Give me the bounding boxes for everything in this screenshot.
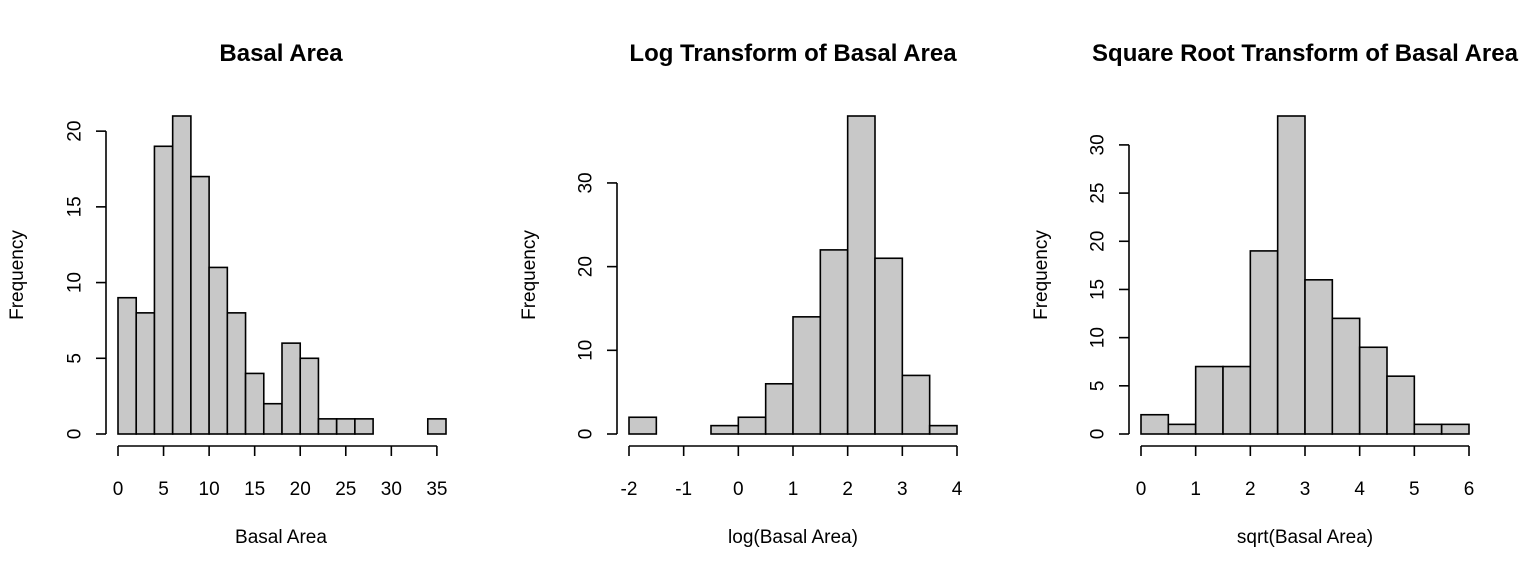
bars-group — [628, 115, 958, 435]
x-axis-label: sqrt(Basal Area) — [1237, 527, 1373, 548]
histogram-bar — [281, 342, 302, 435]
histogram-bar — [764, 382, 794, 435]
panel-log-basal-area: Log Transform of Basal Area Frequency lo… — [519, 40, 963, 548]
x-tick-label: 0 — [113, 479, 124, 500]
histogram-bar — [792, 316, 822, 435]
x-tick-label: 30 — [381, 479, 402, 500]
y-tick-label: 15 — [65, 196, 86, 217]
x-tick-label: 25 — [335, 479, 356, 500]
y-tick-label: 0 — [576, 429, 597, 440]
x-tick-label: 0 — [1136, 479, 1147, 500]
x-tick-label: -2 — [621, 479, 638, 500]
x-axis: 0 5 10 15 20 25 30 35 — [113, 445, 447, 500]
x-axis: 0 1 2 3 4 5 6 — [1136, 445, 1475, 500]
y-tick-label: 20 — [1088, 231, 1109, 252]
x-tick-label: 35 — [426, 479, 447, 500]
x-tick-label: 4 — [1354, 479, 1365, 500]
x-tick-label: 2 — [1245, 479, 1256, 500]
y-tick-label: 30 — [576, 172, 597, 193]
histogram-bar — [1386, 375, 1416, 435]
x-tick-label: 3 — [1300, 479, 1311, 500]
bars-group — [1140, 115, 1470, 435]
histogram-bar — [1222, 365, 1252, 435]
y-axis: 0 5 10 15 20 — [65, 121, 107, 440]
histogram-bar — [928, 424, 958, 435]
x-tick-label: 1 — [788, 479, 799, 500]
y-axis-label: Frequency — [519, 230, 540, 320]
y-axis: 0 10 20 30 — [576, 172, 618, 439]
x-tick-label: 6 — [1464, 479, 1475, 500]
y-tick-label: 10 — [65, 272, 86, 293]
histogram-bar — [171, 115, 192, 435]
histogram-bar — [317, 418, 338, 435]
histogram-bar — [299, 357, 320, 435]
x-axis-label: Basal Area — [235, 527, 327, 548]
y-tick-label: 5 — [1088, 381, 1109, 392]
histogram-bar — [1440, 423, 1470, 435]
y-tick-label: 20 — [65, 121, 86, 142]
histogram-bar — [628, 416, 658, 435]
y-axis-label: Frequency — [7, 230, 28, 320]
x-tick-label: 15 — [244, 479, 265, 500]
histogram-bar — [737, 416, 767, 435]
histogram-bar — [1167, 423, 1197, 435]
histogram-bar — [354, 418, 374, 435]
y-tick-label: 20 — [576, 256, 597, 277]
histogram-bar — [1276, 115, 1306, 435]
chart-title: Square Root Transform of Basal Area — [1092, 40, 1519, 67]
x-tick-label: 0 — [733, 479, 744, 500]
y-tick-label: 0 — [65, 429, 86, 440]
histogram-bar — [874, 257, 904, 435]
histogram-bar — [846, 115, 876, 435]
x-axis-label: log(Basal Area) — [728, 527, 858, 548]
y-tick-label: 0 — [1088, 429, 1109, 440]
histogram-bar — [1249, 250, 1279, 435]
x-tick-label: -1 — [675, 479, 692, 500]
histogram-bar — [244, 372, 265, 435]
x-tick-label: 5 — [158, 479, 169, 500]
histogram-bar — [226, 312, 247, 435]
y-axis: 0 5 10 15 20 25 30 — [1088, 134, 1130, 439]
chart-title: Basal Area — [219, 40, 343, 67]
y-tick-label: 10 — [1088, 327, 1109, 348]
histogram-bar — [1358, 346, 1388, 435]
histogram-bar — [262, 402, 283, 435]
histogram-bar — [335, 418, 356, 435]
histogram-bar — [1413, 423, 1443, 435]
x-tick-label: 3 — [897, 479, 908, 500]
histogram-bar — [117, 296, 138, 435]
histogram-bar — [1194, 365, 1224, 435]
histogram-bar — [426, 418, 447, 435]
histogram-bar — [819, 249, 849, 435]
histogram-bar — [1331, 317, 1361, 435]
x-tick-label: 2 — [842, 479, 853, 500]
histogram-bar — [135, 312, 156, 435]
x-tick-label: 5 — [1409, 479, 1420, 500]
x-tick-label: 4 — [952, 479, 963, 500]
chart-title: Log Transform of Basal Area — [629, 40, 957, 67]
histogram-bar — [190, 175, 210, 435]
x-tick-label: 20 — [290, 479, 311, 500]
x-axis: -2 -1 0 1 2 3 4 — [621, 445, 963, 500]
y-tick-label: 15 — [1088, 279, 1109, 300]
histogram-bar — [153, 145, 174, 435]
bars-group — [117, 115, 447, 435]
y-tick-label: 25 — [1088, 183, 1109, 204]
x-tick-label: 1 — [1190, 479, 1201, 500]
histogram-bar — [901, 374, 931, 435]
panel-sqrt-basal-area: Square Root Transform of Basal Area Freq… — [1031, 40, 1519, 548]
y-tick-label: 5 — [65, 353, 86, 364]
y-tick-label: 30 — [1088, 134, 1109, 155]
y-axis-label: Frequency — [1031, 230, 1052, 320]
histogram-bar — [1304, 279, 1334, 435]
histogram-bar — [1140, 413, 1170, 435]
panel-basal-area: Basal Area Frequency Basal Area 0 5 10 15 20… — [7, 40, 447, 548]
y-tick-label: 10 — [576, 340, 597, 361]
histogram-bar — [208, 266, 229, 435]
histogram-bar — [710, 424, 740, 435]
x-tick-label: 10 — [199, 479, 220, 500]
